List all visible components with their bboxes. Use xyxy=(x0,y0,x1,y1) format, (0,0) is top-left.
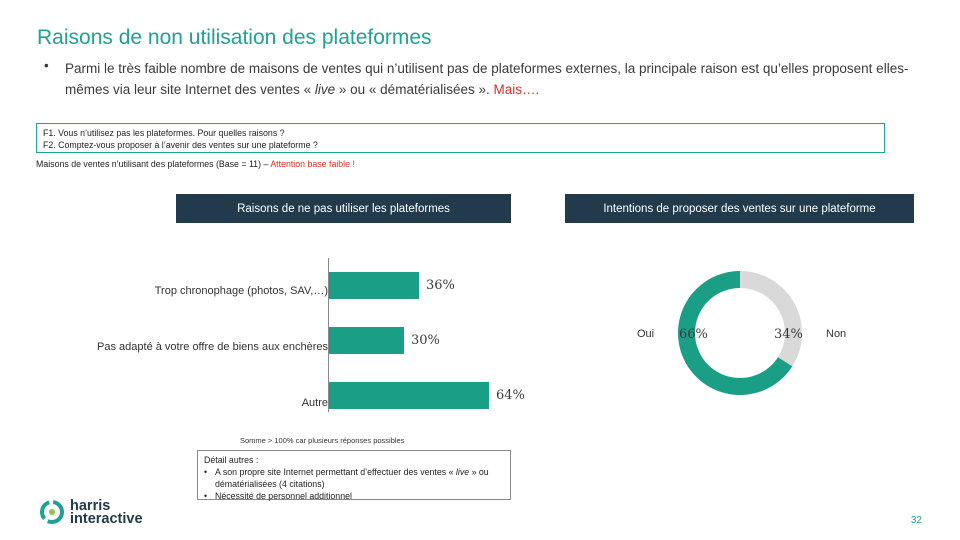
donut-label-non: Non xyxy=(826,328,847,340)
intro-bullet: • xyxy=(44,58,49,73)
header-intentions: Intentions de proposer des ventes sur un… xyxy=(565,194,914,223)
detail-title: Détail autres : xyxy=(204,455,259,465)
donut-value-oui: 66% xyxy=(679,327,708,342)
header-reasons: Raisons de ne pas utiliser les plateform… xyxy=(176,194,511,223)
bar-value-autre: 64% xyxy=(496,388,525,403)
page-number: 32 xyxy=(910,515,922,526)
bar-chart-axis xyxy=(328,258,329,412)
harris-interactive-logo: harris interactive xyxy=(70,498,143,527)
bar-pas-adapte xyxy=(329,327,404,354)
harris-interactive-logo-icon xyxy=(40,500,64,524)
donut-chart xyxy=(678,271,802,395)
detail-item: A son propre site Internet permettant d’… xyxy=(204,466,504,490)
intro-highlight: Mais…. xyxy=(493,82,540,97)
detail-box: Détail autres : A son propre site Intern… xyxy=(197,450,511,502)
bar-value-chronophage: 36% xyxy=(426,278,455,293)
bar-label-pas-adapte: Pas adapté à votre offre de biens aux en… xyxy=(97,341,328,353)
question-box: F1. Vous n’utilisez pas les plateformes.… xyxy=(36,123,885,153)
intro-text: Parmi le très faible nombre de maisons d… xyxy=(65,61,909,97)
bar-value-pas-adapte: 30% xyxy=(411,333,440,348)
bar-label-autre: Autre xyxy=(301,397,328,409)
question-f1: F1. Vous n’utilisez pas les plateformes.… xyxy=(43,128,285,138)
bar-autre xyxy=(329,382,489,409)
bar-label-chronophage: Trop chronophage (photos, SAV,…) xyxy=(154,285,328,297)
sum-note: Somme > 100% car plusieurs réponses poss… xyxy=(240,436,405,445)
detail-item: Nécessité de personnel additionnel xyxy=(204,490,504,502)
page-title: Raisons de non utilisation des plateform… xyxy=(37,26,432,49)
base-warning: Attention base faible ! xyxy=(270,159,355,169)
question-f2: F2. Comptez-vous proposer à l’avenir des… xyxy=(43,140,318,150)
donut-slice-non xyxy=(740,271,802,367)
donut-value-non: 34% xyxy=(774,327,803,342)
base-note: Maisons de ventes n’utilisant des platef… xyxy=(36,159,355,169)
bar-chronophage xyxy=(329,272,419,299)
donut-label-oui: Oui xyxy=(637,328,655,340)
donut-slice-oui xyxy=(678,271,793,395)
